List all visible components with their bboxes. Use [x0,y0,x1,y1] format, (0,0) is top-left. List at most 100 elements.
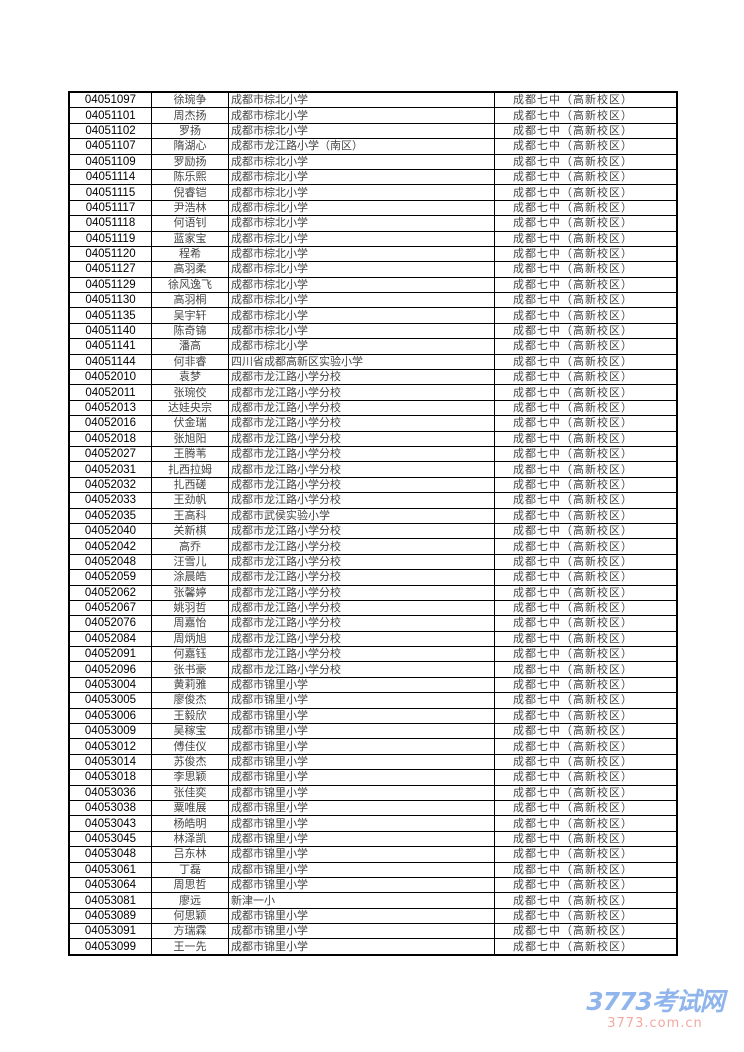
table-row: 04051135 吴宇轩 成都市棕北小学 成都七中（高新校区） [68,307,678,324]
student-id-cell: 04051101 [68,107,152,124]
table-row: 04053036 张佳奕 成都市锦里小学 成都七中（高新校区） [68,784,678,801]
student-name-cell: 张佳奕 [151,784,229,801]
student-id-cell: 04053018 [68,769,152,786]
student-id-cell: 04053045 [68,830,152,848]
admitted-school-cell: 成都七中（高新校区） [494,599,678,617]
admitted-school-cell: 成都七中（高新校区） [494,215,678,232]
admitted-school-cell: 成都七中（高新校区） [494,507,678,524]
student-name-cell: 张琬佼 [151,384,229,401]
student-name-cell: 周思哲 [151,876,229,894]
table-row: 04051101 周杰扬 成都市棕北小学 成都七中（高新校区） [68,107,678,124]
admitted-school-cell: 成都七中（高新校区） [494,168,678,186]
student-name-cell: 杨皓明 [151,815,229,832]
student-name-cell: 王腾苇 [151,445,229,463]
student-name-cell: 丁磊 [151,861,229,878]
school-cell: 成都市龙江路小学分校 [228,384,495,401]
school-cell: 成都市锦里小学 [228,830,495,848]
table-row: 04051119 蓝家宝 成都市棕北小学 成都七中（高新校区） [68,230,678,247]
school-cell: 成都市锦里小学 [228,876,495,894]
admitted-school-cell: 成都七中（高新校区） [494,369,678,386]
student-id-cell: 04052096 [68,661,152,678]
student-id-cell: 04051144 [68,353,152,371]
student-name-cell: 傅佳仪 [151,738,229,755]
school-cell: 成都市棕北小学 [228,245,495,263]
admitted-school-cell: 成都七中（高新校区） [494,615,678,632]
admitted-school-cell: 成都七中（高新校区） [494,153,678,170]
table-row: 04053064 周思哲 成都市锦里小学 成都七中（高新校区） [68,876,678,894]
table-row: 04052091 何嘉钰 成都市龙江路小学分校 成都七中（高新校区） [68,646,678,663]
school-cell: 成都市龙江路小学分校 [228,553,495,571]
table-row: 04052011 张琬佼 成都市龙江路小学分校 成都七中（高新校区） [68,384,678,401]
student-id-cell: 04053012 [68,738,152,755]
table-row: 04051097 徐琬争 成都市棕北小学 成都七中（高新校区） [68,91,678,109]
school-cell: 成都市棕北小学 [228,292,495,309]
student-id-cell: 04052091 [68,646,152,663]
student-id-cell: 04052048 [68,553,152,571]
table-row: 04052027 王腾苇 成都市龙江路小学分校 成都七中（高新校区） [68,445,678,463]
admitted-school-cell: 成都七中（高新校区） [494,692,678,709]
student-name-cell: 尹浩林 [151,199,229,217]
student-name-cell: 达娃央宗 [151,399,229,417]
student-name-cell: 周嘉怡 [151,615,229,632]
table-row: 04052059 涂晨皓 成都市龙江路小学分校 成都七中（高新校区） [68,569,678,586]
school-cell: 成都市棕北小学 [228,107,495,124]
admitted-school-cell: 成都七中（高新校区） [494,353,678,371]
student-id-cell: 04052031 [68,461,152,478]
student-id-cell: 04052042 [68,538,152,555]
school-cell: 成都市棕北小学 [228,276,495,294]
school-cell: 成都市锦里小学 [228,769,495,786]
admitted-school-cell: 成都七中（高新校区） [494,769,678,786]
school-cell: 成都市龙江路小学（南区） [228,138,495,155]
table-row: 04052048 汪雪儿 成都市龙江路小学分校 成都七中（高新校区） [68,553,678,571]
student-name-cell: 廖远 [151,892,229,909]
student-name-cell: 张书豪 [151,661,229,678]
school-cell: 成都市棕北小学 [228,184,495,201]
admitted-school-cell: 成都七中（高新校区） [494,476,678,494]
admitted-school-cell: 成都七中（高新校区） [494,923,678,940]
admitted-school-cell: 成都七中（高新校区） [494,538,678,555]
admitted-school-cell: 成都七中（高新校区） [494,307,678,324]
admitted-school-cell: 成都七中（高新校区） [494,138,678,155]
admitted-school-cell: 成都七中（高新校区） [494,738,678,755]
student-id-cell: 04053038 [68,799,152,817]
student-name-cell: 廖俊杰 [151,692,229,709]
student-id-cell: 04052062 [68,584,152,601]
watermark-url: 3773.com.cn [607,1016,703,1031]
student-name-cell: 涂晨皓 [151,569,229,586]
school-cell: 成都市锦里小学 [228,907,495,925]
student-name-cell: 高乔 [151,538,229,555]
student-id-cell: 04053036 [68,784,152,801]
student-name-cell: 陈奇锦 [151,322,229,340]
school-cell: 成都市龙江路小学分校 [228,461,495,478]
table-row: 04052016 伏金瑞 成都市龙江路小学分校 成都七中（高新校区） [68,415,678,432]
admitted-school-cell: 成都七中（高新校区） [494,707,678,725]
table-row: 04052031 扎西拉姆 成都市龙江路小学分校 成都七中（高新校区） [68,461,678,478]
student-name-cell: 陈乐熙 [151,168,229,186]
admitted-school-cell: 成都七中（高新校区） [494,892,678,909]
table-row: 04052062 张馨婷 成都市龙江路小学分校 成都七中（高新校区） [68,584,678,601]
student-name-cell: 伏金瑞 [151,415,229,432]
watermark-logo: 3773考试网 3773.com.cn [575,982,735,1031]
admitted-school-cell: 成都七中（高新校区） [494,784,678,801]
table-row: 04053091 方瑞霖 成都市锦里小学 成都七中（高新校区） [68,923,678,940]
table-row: 04051140 陈奇锦 成都市棕北小学 成都七中（高新校区） [68,322,678,340]
student-id-cell: 04052067 [68,599,152,617]
student-name-cell: 粟唯展 [151,799,229,817]
student-id-cell: 04051117 [68,199,152,217]
school-cell: 成都市锦里小学 [228,861,495,878]
student-name-cell: 徐风逸飞 [151,276,229,294]
student-id-cell: 04053004 [68,676,152,694]
admitted-school-cell: 成都七中（高新校区） [494,338,678,355]
student-id-cell: 04052018 [68,430,152,447]
admitted-school-cell: 成都七中（高新校区） [494,230,678,247]
school-cell: 成都市锦里小学 [228,707,495,725]
school-cell: 成都市锦里小学 [228,723,495,740]
admitted-school-cell: 成都七中（高新校区） [494,322,678,340]
student-id-cell: 04051115 [68,184,152,201]
student-name-cell: 王劲帆 [151,492,229,509]
admitted-school-cell: 成都七中（高新校区） [494,846,678,863]
student-name-cell: 袁梦 [151,369,229,386]
table-row: 04053099 王一先 成都市锦里小学 成都七中（高新校区） [68,938,678,956]
admitted-school-cell: 成都七中（高新校区） [494,661,678,678]
student-name-cell: 黄莉雅 [151,676,229,694]
